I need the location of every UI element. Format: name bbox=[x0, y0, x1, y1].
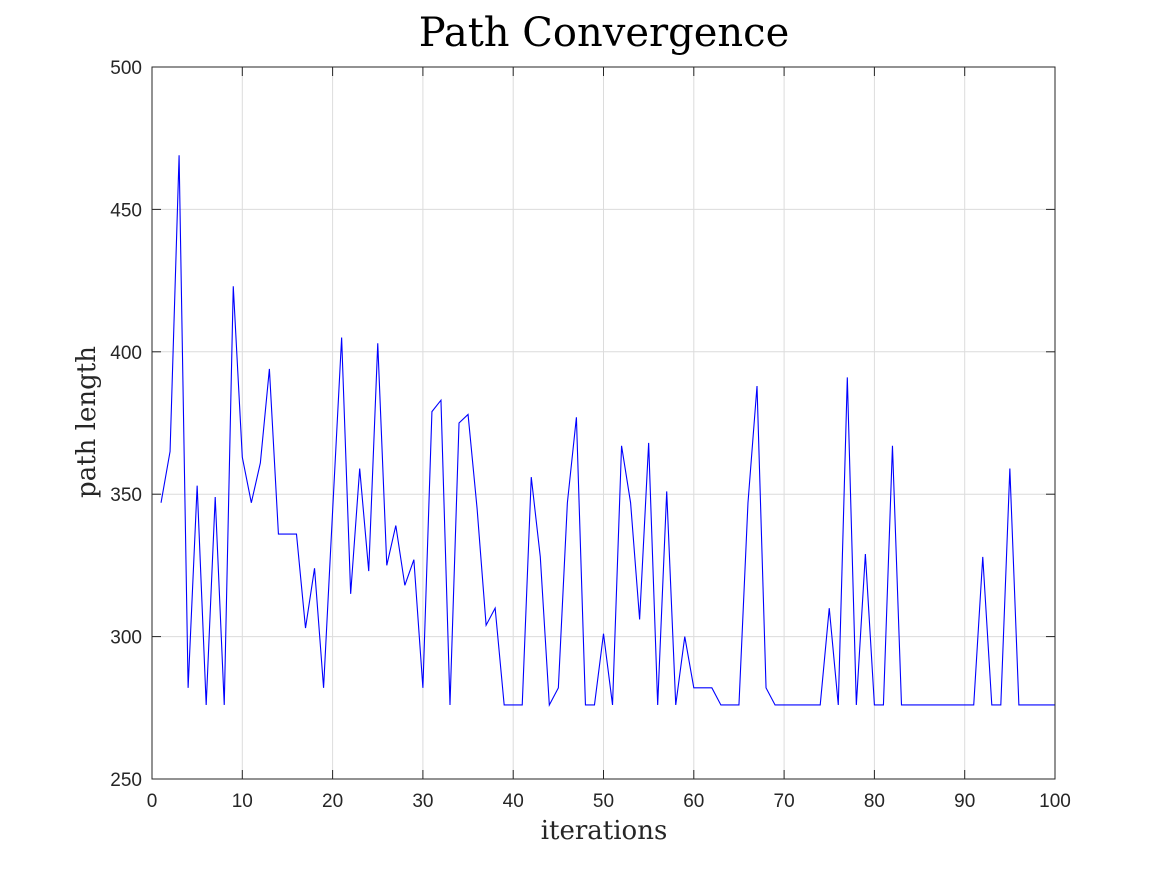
y-tick-label: 300 bbox=[110, 628, 142, 649]
x-tick-label: 60 bbox=[683, 791, 704, 812]
x-tick-label: 100 bbox=[1039, 791, 1071, 812]
y-tick-labels: 250 300 350 400 450 500 bbox=[110, 58, 142, 791]
x-tick-label: 20 bbox=[322, 791, 343, 812]
y-tick-label: 500 bbox=[110, 58, 142, 79]
tick-marks bbox=[151, 66, 1056, 780]
x-tick-label: 40 bbox=[503, 791, 524, 812]
x-tick-label: 80 bbox=[864, 791, 885, 812]
y-tick-label: 350 bbox=[110, 485, 142, 506]
x-tick-label: 10 bbox=[232, 791, 253, 812]
series-layer bbox=[160, 155, 1055, 707]
x-tick-label: 50 bbox=[593, 791, 614, 812]
x-tick-label: 90 bbox=[954, 791, 975, 812]
y-axis-label: path length bbox=[72, 346, 102, 498]
series-line-0 bbox=[160, 155, 1055, 707]
chart-title: Path Convergence bbox=[419, 10, 789, 56]
y-tick-label: 400 bbox=[110, 343, 142, 364]
x-tick-labels: 0 10 20 30 40 50 60 70 80 90 100 bbox=[147, 791, 1071, 812]
x-tick-label: 70 bbox=[774, 791, 795, 812]
x-axis-label: iterations bbox=[541, 816, 668, 846]
x-tick-label: 30 bbox=[412, 791, 433, 812]
x-tick-label: 0 bbox=[147, 791, 158, 812]
y-tick-label: 450 bbox=[110, 200, 142, 221]
y-tick-label: 250 bbox=[110, 770, 142, 791]
